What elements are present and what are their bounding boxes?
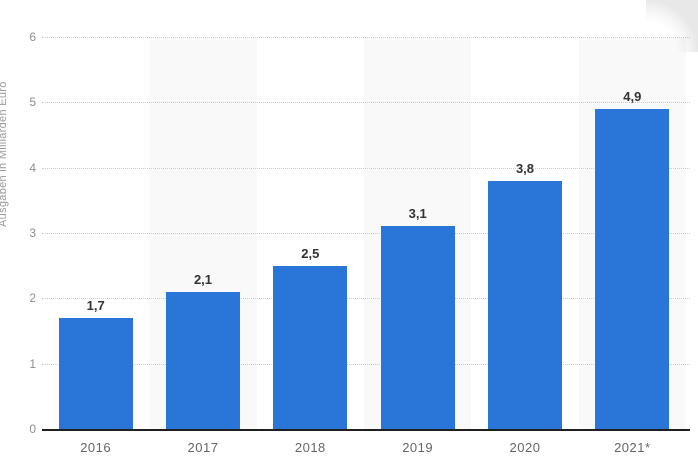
y-tick-label: 2	[29, 291, 36, 306]
bar-2019[interactable]	[380, 226, 455, 429]
y-tick-label: 1	[29, 356, 36, 371]
gridline	[42, 233, 690, 234]
gridline	[42, 37, 690, 38]
x-axis-label: 2016	[80, 440, 112, 455]
x-axis-label: 2020	[509, 440, 541, 455]
gridline	[42, 102, 690, 104]
plot-area: 1,7 2,1 2,5 3,1 3,8 4,9	[42, 37, 690, 431]
bar-2017[interactable]	[166, 291, 240, 429]
bar-value-label: 2,1	[193, 271, 213, 287]
x-axis-label: 2021*	[614, 440, 651, 455]
x-axis-label: 2019	[402, 440, 434, 455]
bar-2016[interactable]	[58, 317, 133, 429]
y-tick-label: 6	[29, 30, 36, 44]
gridline	[42, 167, 690, 169]
bar-2018[interactable]	[273, 265, 348, 429]
bar-value-label: 3,8	[515, 160, 535, 176]
y-tick-label: 4	[29, 160, 36, 175]
bar-value-label: 1,7	[86, 297, 105, 313]
bar-value-label: 2,5	[301, 245, 320, 261]
bar-value-label: 4,9	[623, 88, 642, 104]
y-tick-label: 0	[29, 422, 36, 436]
y-tick-label: 3	[29, 226, 36, 240]
gridline	[42, 298, 690, 300]
gridline	[42, 363, 690, 365]
x-axis-label: 2018	[294, 440, 326, 455]
y-tick-label: 5	[29, 95, 36, 110]
x-axis-label: 2017	[187, 440, 219, 455]
bar-2021*[interactable]	[595, 108, 670, 429]
bar-2020[interactable]	[488, 180, 562, 429]
bar-value-label: 3,1	[408, 206, 427, 222]
